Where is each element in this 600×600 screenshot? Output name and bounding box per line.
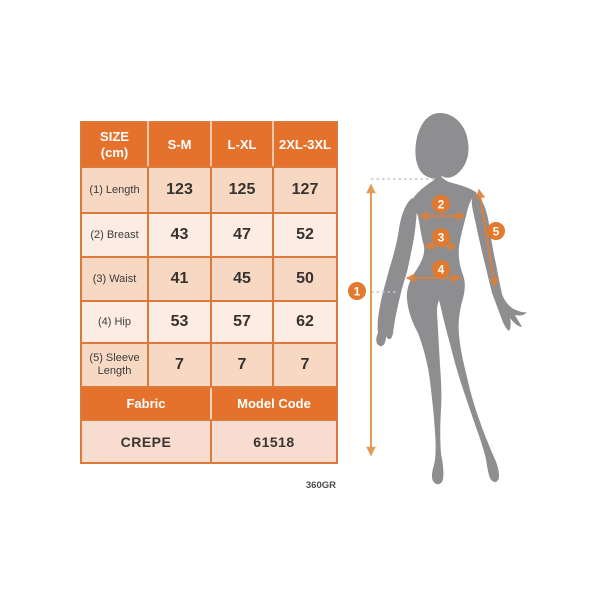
header-row: SIZE (cm) S-M L-XL 2XL-3XL: [80, 121, 338, 168]
marker-1-badge: 1: [348, 282, 366, 300]
fabric-model-header-row: Fabric Model Code: [80, 386, 338, 421]
svg-text:5: 5: [493, 225, 500, 239]
size-header-line2: (cm): [100, 144, 129, 160]
model-code-header-cell: Model Code: [210, 386, 338, 421]
silhouette-head: [415, 113, 469, 179]
svg-text:2: 2: [438, 198, 445, 212]
marker-4-badge: 4: [432, 260, 450, 278]
measurement-row-sleeve-length: (5) Sleeve Length 7 7 7: [80, 342, 338, 388]
silhouette-left-arm: [376, 198, 417, 347]
value-cell: 7: [272, 342, 338, 388]
measurement-row-length: (1) Length 123 125 127: [80, 166, 338, 214]
value-cell: 7: [210, 342, 274, 388]
size-header-cell: SIZE (cm): [80, 121, 149, 168]
value-cell: 57: [210, 300, 274, 344]
column-header-s-m: S-M: [147, 121, 212, 168]
row-label: (4) Hip: [80, 300, 149, 344]
fabric-header-cell: Fabric: [80, 386, 212, 421]
marker-3-badge: 3: [432, 228, 450, 246]
sleeve-arrow: [475, 188, 499, 288]
weight-note: 360GR: [305, 480, 336, 491]
measurement-row-breast: (2) Breast 43 47 52: [80, 212, 338, 258]
value-cell: 123: [147, 166, 212, 214]
silhouette-right-arm: [471, 194, 527, 331]
measurement-row-hip: (4) Hip 53 57 62: [80, 300, 338, 344]
svg-text:1: 1: [354, 285, 361, 299]
marker-2-badge: 2: [432, 195, 450, 213]
column-header-2xl-3xl: 2XL-3XL: [272, 121, 338, 168]
value-cell: 125: [210, 166, 274, 214]
row-label: (1) Length: [80, 166, 149, 214]
value-cell: 127: [272, 166, 338, 214]
row-label: (5) Sleeve Length: [80, 342, 149, 388]
body-measurement-figure: 1 2 3 4 5: [348, 113, 527, 485]
svg-text:4: 4: [438, 263, 445, 277]
fabric-model-value-row: CREPE 61518: [80, 419, 338, 464]
marker-5-badge: 5: [487, 222, 505, 240]
column-header-l-xl: L-XL: [210, 121, 274, 168]
row-label: (3) Waist: [80, 256, 149, 302]
value-cell: 45: [210, 256, 274, 302]
value-cell: 43: [147, 212, 212, 258]
fabric-value-cell: CREPE: [80, 419, 212, 464]
row-label: (2) Breast: [80, 212, 149, 258]
value-cell: 50: [272, 256, 338, 302]
value-cell: 47: [210, 212, 274, 258]
value-cell: 41: [147, 256, 212, 302]
size-chart-table: SIZE (cm) S-M L-XL 2XL-3XL (1) Length 12…: [80, 121, 338, 464]
size-header-line1: SIZE: [100, 128, 129, 144]
measurement-row-waist: (3) Waist 41 45 50: [80, 256, 338, 302]
model-code-value-cell: 61518: [210, 419, 338, 464]
value-cell: 7: [147, 342, 212, 388]
value-cell: 62: [272, 300, 338, 344]
value-cell: 52: [272, 212, 338, 258]
svg-text:3: 3: [438, 231, 445, 245]
value-cell: 53: [147, 300, 212, 344]
female-silhouette: [376, 113, 527, 485]
